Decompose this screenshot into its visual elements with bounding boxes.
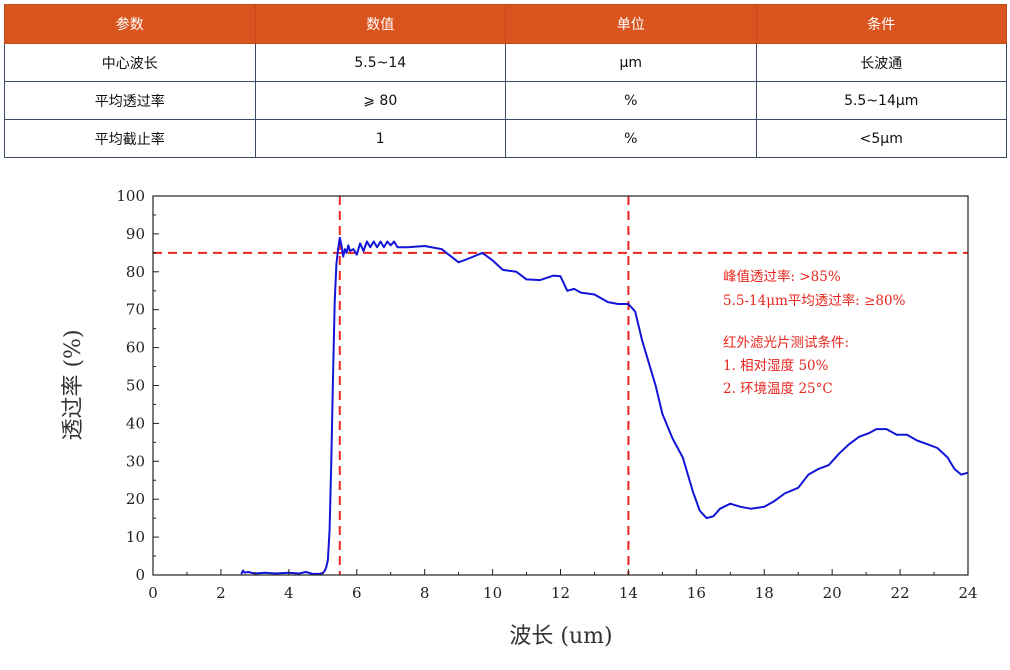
table-cell: 中心波长 xyxy=(4,43,256,82)
annotation-line: 2. 环境温度 25°C xyxy=(723,381,833,397)
table-cell: 平均透过率 xyxy=(4,81,256,120)
x-tick-label: 4 xyxy=(284,584,294,602)
reference-lines xyxy=(153,196,968,575)
y-axis-title: 透过率 (%) xyxy=(61,329,86,440)
table-row: 平均截止率 1 % <5μm xyxy=(4,119,1007,158)
y-tick-label: 100 xyxy=(116,187,145,205)
table-cell: ⩾ 80 xyxy=(254,81,506,120)
table-cell: 1 xyxy=(254,119,506,158)
header-param: 参数 xyxy=(4,4,256,44)
annotation-line: 5.5-14μm平均透过率: ≥80% xyxy=(723,292,906,309)
x-axis-title: 波长 (um) xyxy=(509,624,612,649)
x-tick-label: 6 xyxy=(352,584,362,602)
y-tick-label: 10 xyxy=(126,528,145,546)
y-tick-label: 0 xyxy=(135,566,145,584)
x-tick-label: 16 xyxy=(687,584,706,602)
x-tick-label: 12 xyxy=(551,584,570,602)
x-tick-label: 0 xyxy=(148,584,158,602)
y-tick-label: 80 xyxy=(126,263,145,281)
annotation-line: 1. 相对湿度 50% xyxy=(723,358,829,374)
table-cell: 长波通 xyxy=(755,43,1007,82)
x-tick-label: 24 xyxy=(958,584,977,602)
table-row: 平均透过率 ⩾ 80 % 5.5~14μm xyxy=(4,81,1007,120)
x-tick-label: 8 xyxy=(420,584,430,602)
x-tick-label: 18 xyxy=(755,584,774,602)
y-tick-label: 90 xyxy=(126,225,145,243)
annotation-line: 峰值透过率: >85% xyxy=(723,268,841,285)
y-tick-label: 30 xyxy=(126,452,145,470)
x-tick-label: 14 xyxy=(619,584,638,602)
table-header-row: 参数 数值 单位 条件 xyxy=(4,4,1007,44)
table-cell: μm xyxy=(505,43,757,82)
x-tick-label: 2 xyxy=(216,584,226,602)
y-tick-label: 60 xyxy=(126,339,145,357)
table-cell: % xyxy=(505,119,757,158)
x-tick-label: 22 xyxy=(891,584,910,602)
table-row: 中心波长 5.5~14 μm 长波通 xyxy=(4,43,1007,82)
table-cell: <5μm xyxy=(755,119,1007,158)
y-tick-label: 20 xyxy=(126,490,145,508)
y-tick-label: 50 xyxy=(126,377,145,395)
annotation-line: 红外滤光片测试条件: xyxy=(723,334,849,351)
spec-table: 参数 数值 单位 条件 中心波长 5.5~14 μm 长波通 平均透过率 ⩾ 8… xyxy=(4,4,1007,158)
header-condition: 条件 xyxy=(755,4,1007,44)
annotation-box: 峰值透过率: >85% 5.5-14μm平均透过率: ≥80% 红外滤光片测试条件:… xyxy=(723,268,906,397)
x-tick-label: 20 xyxy=(823,584,842,602)
y-tick-label: 40 xyxy=(126,414,145,432)
table-cell: 5.5~14μm xyxy=(755,81,1007,120)
table-cell: 5.5~14 xyxy=(254,43,506,82)
x-tick-label: 10 xyxy=(483,584,502,602)
y-axis: 0 10 20 30 40 50 60 70 80 90 100 xyxy=(116,187,159,584)
table-cell: 平均截止率 xyxy=(4,119,256,158)
table-cell: % xyxy=(505,81,757,120)
x-axis: 0 2 4 6 8 10 12 14 16 18 20 22 24 xyxy=(148,569,978,602)
transmittance-curve xyxy=(240,236,969,575)
y-tick-label: 70 xyxy=(126,301,145,319)
